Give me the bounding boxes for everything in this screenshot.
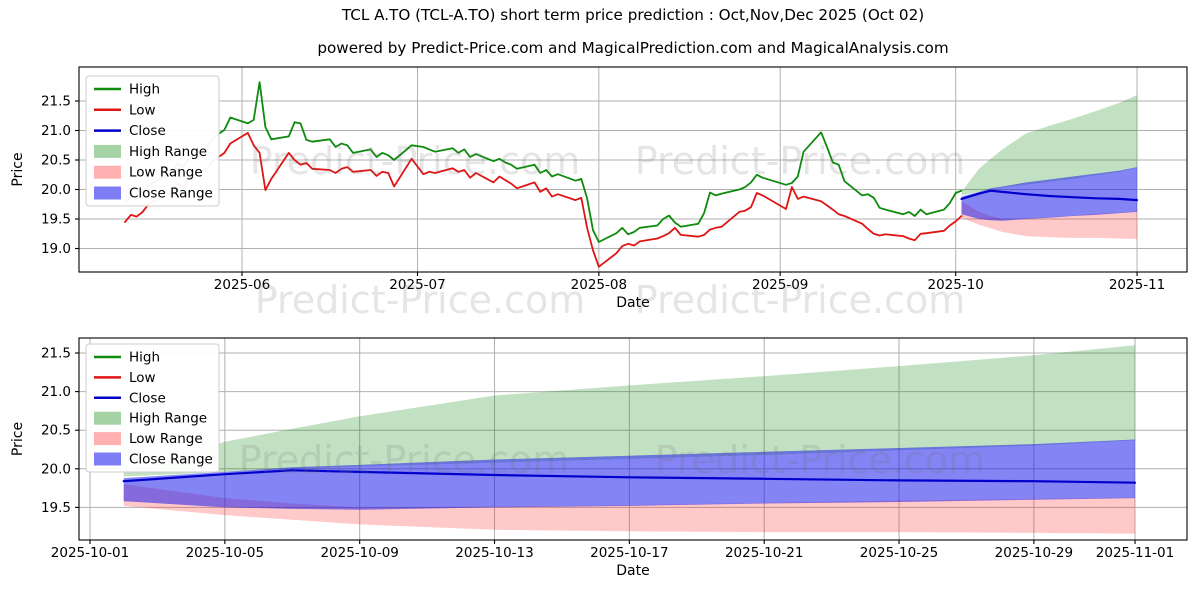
legend-item-label: Low <box>129 370 156 386</box>
x-tick-label: 2025-10-29 <box>995 545 1073 561</box>
legend-item-label: Close <box>129 390 166 406</box>
chart-subtitle: powered by Predict-Price.com and Magical… <box>317 39 949 57</box>
x-tick-label: 2025-10-09 <box>320 545 398 561</box>
legend-item-label: Close <box>129 123 166 139</box>
axes-frame <box>78 337 1188 541</box>
x-tick-label: 2025-06 <box>214 277 270 293</box>
watermark-text: Predict-Price.com <box>635 278 966 322</box>
legend-item-label: Close Range <box>129 452 213 468</box>
close-range-band <box>961 167 1137 221</box>
high-line <box>124 81 963 243</box>
legend-item-label: High Range <box>129 411 207 427</box>
legend-item-high-range: High Range <box>94 411 207 427</box>
top-chart: 2025-06 2025-07 2025-08 2025-09 2025-10 2025-… <box>10 66 1188 311</box>
chart-title: TCL A.TO (TCL-A.TO) short term price pre… <box>341 6 925 24</box>
bottom-chart: 2025-10-01 2025-10-05 2025-10-09 2025-10-13… <box>10 337 1188 579</box>
legend-item-low-range: Low Range <box>94 165 203 181</box>
legend-item-label: High <box>129 350 160 366</box>
low-range-band <box>961 201 1137 240</box>
y-tick-label: 21.0 <box>41 123 71 139</box>
x-tick-label: 2025-10-05 <box>186 545 264 561</box>
y-tick-label: 19.5 <box>41 500 71 516</box>
low-range-band <box>123 484 1135 534</box>
high-range-band <box>123 345 1135 477</box>
y-tick-label: 19.0 <box>41 241 71 257</box>
y-tick-label: 20.5 <box>41 423 71 439</box>
watermark-text: Predict-Price.com <box>655 438 986 482</box>
legend-box <box>85 75 220 207</box>
legend-item-label: Low Range <box>129 165 203 181</box>
x-tick-label: 2025-11 <box>1109 277 1165 293</box>
legend-swatch-patch <box>94 432 121 446</box>
legend-item-close-range: Close Range <box>94 452 213 468</box>
legend-item-high: High <box>94 350 160 366</box>
watermark-text: Predict-Price.com <box>250 139 581 183</box>
legend-swatch-patch <box>94 165 121 179</box>
legend-item-close-range: Close Range <box>94 186 213 202</box>
x-tick-label: 2025-09 <box>752 277 808 293</box>
legend-item-close: Close <box>94 390 166 406</box>
y-tick-label: 21.5 <box>41 346 71 362</box>
legend-item-label: High Range <box>129 144 207 160</box>
legend-item-label: Close Range <box>129 186 213 202</box>
legend-swatch-patch <box>94 452 121 466</box>
y-axis-label: Price <box>10 422 26 456</box>
legend: High Low Close High Range Low Range Close Ran… <box>85 75 220 207</box>
close-line <box>960 189 1139 202</box>
legend-item-low: Low <box>94 102 156 118</box>
x-axis-label: Date <box>616 295 649 311</box>
y-tick-label: 19.5 <box>41 212 71 228</box>
y-tick-label: 21.0 <box>41 384 71 400</box>
x-tick-label: 2025-10-25 <box>860 545 938 561</box>
legend-box <box>85 343 220 473</box>
close-range-band <box>123 439 1135 510</box>
legend-item-close: Close <box>94 123 166 139</box>
y-tick-label: 20.0 <box>41 461 71 477</box>
axes-frame <box>78 66 1188 273</box>
close-line <box>122 469 1137 484</box>
legend-item-label: Low <box>129 102 156 118</box>
watermark-text: Predict-Price.com <box>635 139 966 183</box>
x-tick-label: 2025-10 <box>927 277 983 293</box>
x-axis-label: Date <box>616 563 649 579</box>
legend-item-label: High <box>129 82 160 98</box>
legend-item-high: High <box>94 82 160 98</box>
watermark-text: Predict-Price.com <box>239 438 570 482</box>
legend-swatch-patch <box>94 411 121 425</box>
watermark-text: Predict-Price.com <box>255 278 586 322</box>
y-tick-label: 20.5 <box>41 153 71 169</box>
x-tick-label: 2025-07 <box>389 277 445 293</box>
x-tick-label: 2025-10-21 <box>725 545 803 561</box>
legend-swatch-patch <box>94 186 121 200</box>
low-line <box>124 131 963 268</box>
legend-swatch-patch <box>94 144 121 158</box>
x-tick-label: 2025-10-13 <box>455 545 533 561</box>
y-tick-label: 20.0 <box>41 182 71 198</box>
legend-item-high-range: High Range <box>94 144 207 160</box>
legend-item-label: Low Range <box>129 431 203 447</box>
legend-item-low-range: Low Range <box>94 431 203 447</box>
x-tick-label: 2025-11-01 <box>1096 545 1174 561</box>
legend: High Low Close High Range Low Range Close Ran… <box>85 343 220 473</box>
x-tick-label: 2025-08 <box>571 277 627 293</box>
x-tick-label: 2025-10-17 <box>590 545 668 561</box>
y-tick-label: 21.5 <box>41 94 71 110</box>
high-range-band <box>961 95 1137 196</box>
x-tick-label: 2025-10-01 <box>51 545 129 561</box>
legend-item-low: Low <box>94 370 156 386</box>
y-axis-label: Price <box>10 152 26 186</box>
